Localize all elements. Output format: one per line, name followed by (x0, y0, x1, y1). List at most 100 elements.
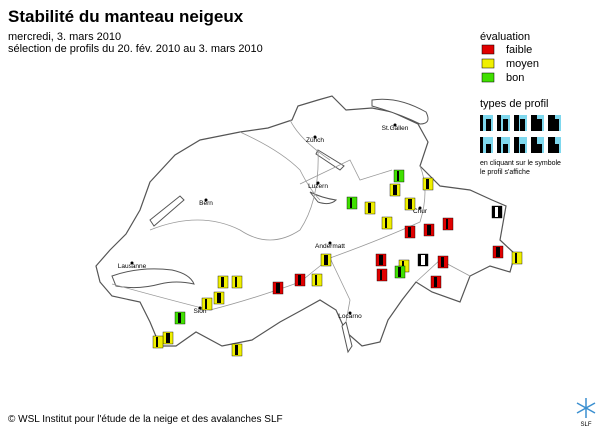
profile-type-icons (480, 115, 561, 153)
profile-type-shape (514, 137, 525, 153)
cities: Zürich St.Gallen Luzern Bern Chur Andermatt La… (118, 123, 428, 320)
profile-marker[interactable] (376, 268, 388, 282)
profile-marker[interactable] (417, 253, 429, 267)
marker-symbol[interactable] (427, 225, 431, 235)
profile-marker[interactable] (394, 265, 406, 279)
profile-type-shape (480, 137, 491, 153)
profile-type-shape (531, 137, 542, 153)
profile-marker[interactable] (162, 331, 174, 345)
marker-symbol[interactable] (217, 293, 221, 303)
date: mercredi, 3. mars 2010 (8, 31, 121, 43)
city-label: St.Gallen (382, 125, 409, 132)
profile-marker[interactable] (423, 223, 435, 237)
profile-marker[interactable] (404, 225, 416, 239)
river (239, 131, 321, 201)
profile-marker[interactable] (375, 253, 387, 267)
legend-title: évaluation (480, 31, 530, 43)
profile-markers (152, 169, 523, 357)
profile-marker[interactable] (381, 216, 393, 230)
profile-marker[interactable] (422, 177, 434, 191)
logo (576, 398, 596, 418)
city-label: Bern (199, 200, 213, 207)
marker-symbol[interactable] (393, 185, 397, 195)
city-dot (313, 135, 317, 139)
marker-symbol[interactable] (408, 227, 411, 237)
profile-marker[interactable] (294, 273, 306, 287)
legend: évaluation faible moyen bon types de pro… (480, 31, 561, 176)
profile-marker[interactable] (511, 251, 523, 265)
profile-marker[interactable] (320, 253, 332, 267)
profile-type-shape (514, 115, 525, 131)
lake-lucerne (309, 191, 338, 205)
profile-marker[interactable] (346, 196, 358, 210)
marker-symbol[interactable] (426, 179, 429, 189)
profile-type-shape (548, 115, 559, 131)
river (329, 257, 351, 323)
selection: sélection de profils du 20. fév. 2010 au… (8, 43, 263, 55)
profile-marker[interactable] (364, 201, 376, 215)
legend-swatch (481, 58, 495, 69)
marker-symbol[interactable] (235, 345, 238, 355)
marker-symbol[interactable] (446, 219, 448, 229)
marker-symbol[interactable] (166, 333, 170, 343)
profile-marker[interactable] (442, 217, 454, 231)
profile-types-title: types de profil (480, 98, 548, 110)
marker-symbol[interactable] (495, 207, 498, 217)
profile-marker[interactable] (393, 169, 405, 183)
profile-marker[interactable] (430, 275, 442, 289)
profile-marker[interactable] (152, 335, 164, 349)
marker-symbol[interactable] (178, 313, 181, 323)
profile-marker[interactable] (404, 197, 416, 211)
marker-symbol[interactable] (441, 257, 444, 267)
marker-symbol[interactable] (221, 277, 224, 287)
marker-symbol[interactable] (205, 299, 207, 309)
legend-item: moyen (506, 58, 539, 70)
profile-marker[interactable] (389, 183, 401, 197)
marker-symbol[interactable] (408, 199, 412, 209)
marker-symbol[interactable] (398, 267, 401, 277)
profile-marker[interactable] (491, 205, 503, 219)
marker-symbol[interactable] (315, 275, 317, 285)
profile-marker[interactable] (213, 291, 225, 305)
map (95, 95, 516, 354)
marker-symbol[interactable] (385, 218, 387, 228)
marker-symbol[interactable] (397, 171, 399, 181)
copyright: © WSL Institut pour l'étude de la neige … (8, 414, 283, 425)
hint: en cliquant sur le symbole (480, 160, 561, 167)
legend-swatch (481, 44, 495, 55)
city-dot (316, 181, 320, 185)
marker-symbol[interactable] (156, 337, 158, 347)
marker-symbol[interactable] (379, 255, 383, 265)
marker-symbol[interactable] (350, 198, 352, 208)
marker-symbol[interactable] (434, 277, 437, 287)
marker-symbol[interactable] (421, 255, 425, 265)
marker-symbol[interactable] (515, 253, 517, 263)
city-label: Zürich (306, 137, 324, 144)
profile-marker[interactable] (201, 297, 213, 311)
lake-neuchatel (149, 195, 185, 227)
city-dot (328, 241, 332, 245)
profile-marker[interactable] (311, 273, 323, 287)
legend-item: bon (506, 72, 524, 84)
profile-marker[interactable] (231, 275, 243, 289)
legend-item: faible (506, 44, 532, 56)
profile-marker[interactable] (437, 255, 449, 269)
marker-symbol[interactable] (368, 203, 371, 213)
profile-marker[interactable] (174, 311, 186, 325)
profile-marker[interactable] (217, 275, 229, 289)
profile-type-shape (497, 115, 508, 131)
marker-symbol[interactable] (324, 255, 328, 265)
profile-marker[interactable] (272, 281, 284, 295)
marker-symbol[interactable] (276, 283, 280, 293)
marker-symbol[interactable] (496, 247, 500, 257)
city-label: Chur (413, 208, 428, 215)
city-dot (418, 206, 422, 210)
profile-marker[interactable] (231, 343, 243, 357)
profile-marker[interactable] (492, 245, 504, 259)
marker-symbol[interactable] (235, 277, 237, 287)
marker-symbol[interactable] (298, 275, 301, 285)
marker-symbol[interactable] (380, 270, 382, 280)
hint: le profil s'affiche (480, 169, 530, 176)
city-dot (130, 261, 134, 265)
city-label: Andermatt (315, 243, 345, 250)
